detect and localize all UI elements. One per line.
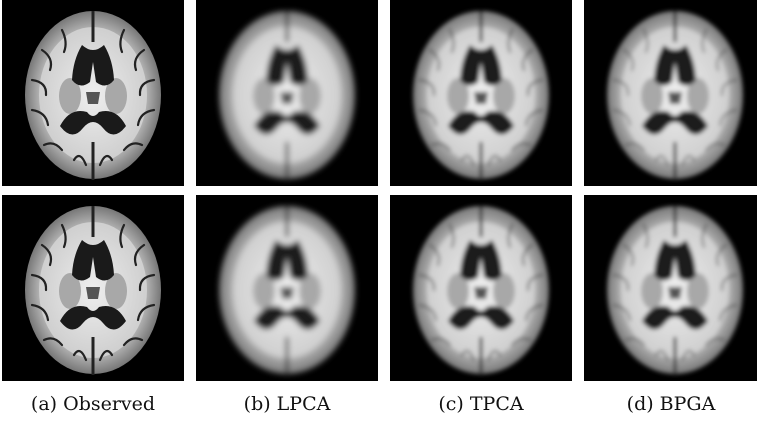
panel-image xyxy=(2,195,184,381)
panel-image xyxy=(390,195,572,381)
caption: (d) BPGA xyxy=(627,393,716,415)
caption: (c) TPCA xyxy=(438,393,524,415)
panel-image xyxy=(196,0,378,186)
panel-image xyxy=(2,0,184,186)
panel-image xyxy=(196,195,378,381)
panel-image xyxy=(584,195,757,381)
caption: (a) Observed xyxy=(31,393,155,415)
panel-image xyxy=(584,0,757,186)
caption: (b) LPCA xyxy=(244,393,331,415)
panel-image xyxy=(390,0,572,186)
figure: (a) Observed (b) LPCA (c) TPCA (d) BPGA xyxy=(0,0,757,422)
